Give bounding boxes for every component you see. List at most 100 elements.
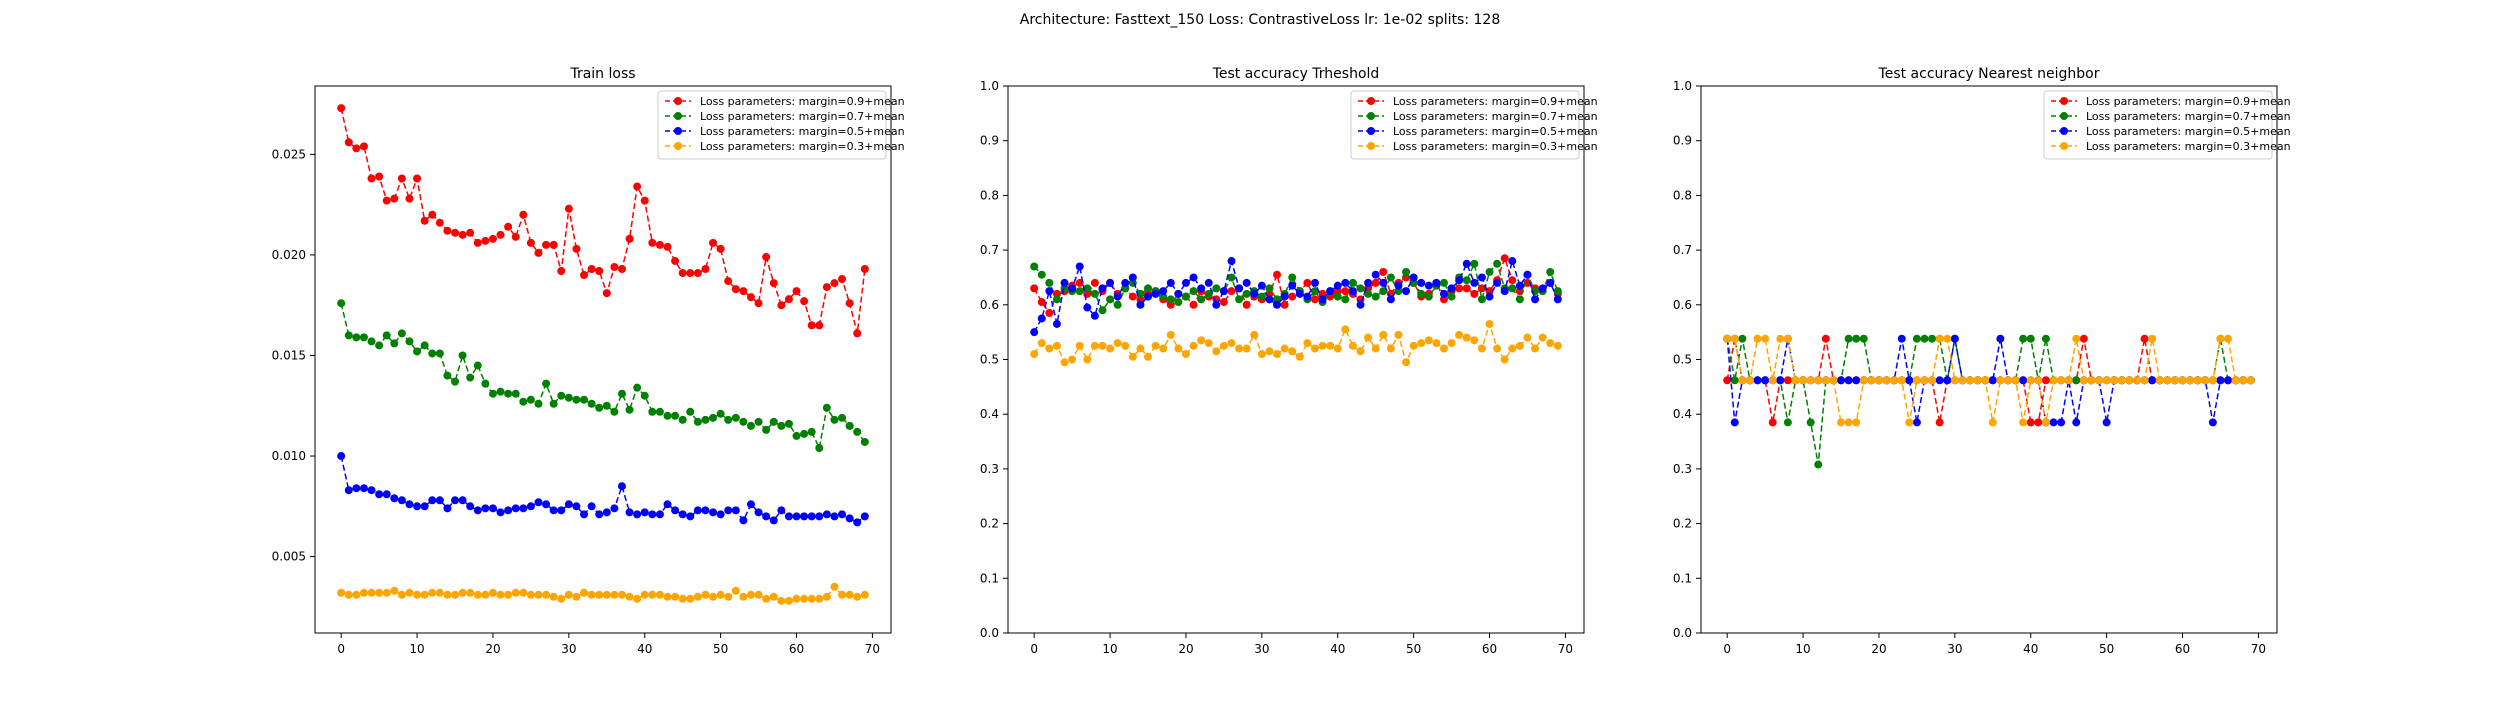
data-point [1417,339,1426,348]
data-point [1859,334,1868,343]
data-point [1409,278,1418,287]
data-point [792,512,801,521]
x-tick-label: 70 [1558,642,1573,656]
data-point [1493,344,1502,353]
data-point [2140,376,2149,385]
data-point [838,275,847,284]
x-tick-label: 10 [409,642,424,656]
data-point [488,389,497,398]
y-tick-label: 0.015 [272,348,306,362]
data-point [625,592,634,601]
data-point [466,228,475,237]
data-point [1730,334,1739,343]
data-point [1113,339,1122,348]
data-point [2072,376,2081,385]
data-point [1386,295,1395,304]
data-point [1417,289,1426,298]
data-point [777,421,786,430]
data-point [1455,330,1464,339]
data-point [1912,376,1921,385]
data-point [1546,278,1555,287]
data-point [2041,376,2050,385]
y-tick-label: 0.020 [272,248,306,262]
data-point [1273,350,1282,359]
data-point [1151,341,1160,350]
data-point [1364,333,1373,342]
legend-label: Loss parameters: margin=0.9+mean [700,95,905,108]
x-tick-label: 60 [2175,642,2190,656]
data-point [1394,287,1403,296]
data-point [572,502,581,511]
data-point [564,393,573,402]
data-point [1235,344,1244,353]
data-point [1098,306,1107,315]
data-point [511,504,520,513]
series-line [1033,258,1559,333]
data-point [1075,287,1084,296]
data-point [1166,295,1175,304]
data-point [1235,295,1244,304]
data-point [1174,298,1183,307]
data-point [1844,334,1853,343]
data-point [1341,278,1350,287]
data-point [595,590,604,599]
data-point [557,506,566,515]
data-point [1045,278,1054,287]
data-point [519,210,528,219]
data-point [1310,295,1319,304]
data-point [2034,418,2043,427]
series-3 [337,452,869,527]
data-point [1745,376,1754,385]
data-point [2117,376,2126,385]
data-point [1295,352,1304,361]
data-point [746,293,755,302]
data-point [473,238,482,247]
data-point [1761,376,1770,385]
data-point [1341,325,1350,334]
data-point [1288,347,1297,356]
data-point [1060,278,1069,287]
data-point [1037,270,1046,279]
data-point [1159,292,1168,301]
data-point [481,590,490,599]
legend-marker [2060,112,2068,120]
data-point [1068,284,1077,293]
data-point [2140,334,2149,343]
data-point [1553,287,1562,296]
data-point [1356,300,1365,309]
x-tick-label: 30 [561,642,576,656]
data-point [1121,341,1130,350]
data-point [1310,344,1319,353]
data-point [405,194,414,203]
plot-frame [1700,85,2278,634]
data-point [2019,418,2028,427]
data-point [382,196,391,205]
data-point [701,590,710,599]
data-point [1753,376,1762,385]
data-point [648,407,657,416]
data-point [746,500,755,509]
data-point [648,510,657,519]
data-point [1128,352,1137,361]
data-point [2148,334,2157,343]
data-point [504,506,513,515]
series-4 [337,582,869,605]
data-point [1326,287,1335,296]
data-point [1106,278,1115,287]
data-point [1113,292,1122,301]
series-2 [337,299,869,452]
data-point [1485,267,1494,276]
data-point [344,138,353,147]
data-point [2079,334,2088,343]
data-point [838,413,847,422]
data-point [815,512,824,521]
data-point [496,590,505,599]
data-point [473,590,482,599]
data-point [1189,341,1198,350]
data-point [413,590,422,599]
data-point [534,498,543,507]
data-point [1424,292,1433,301]
legend-label: Loss parameters: margin=0.7+mean [700,110,905,123]
data-point [1455,276,1464,285]
